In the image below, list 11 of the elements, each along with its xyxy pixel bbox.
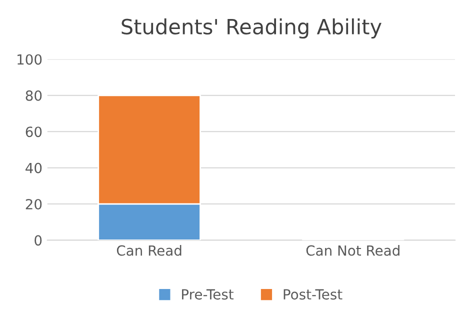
y-tick-label: 40 [26, 162, 42, 174]
legend-label: Post-Test [284, 289, 342, 300]
legend-label: Pre-Test [182, 289, 234, 300]
y-tick-label: 80 [26, 90, 42, 101]
y-tick-label: 0 [34, 235, 42, 246]
chart-title: Students' Reading Ability [122, 18, 382, 39]
y-tick-label: 60 [26, 126, 42, 138]
x-tick-label: Can Not Read [306, 245, 400, 256]
y-tick-label: 100 [18, 54, 42, 65]
y-tick-label: 20 [26, 198, 42, 210]
x-tick-label: Can Read [116, 245, 182, 256]
